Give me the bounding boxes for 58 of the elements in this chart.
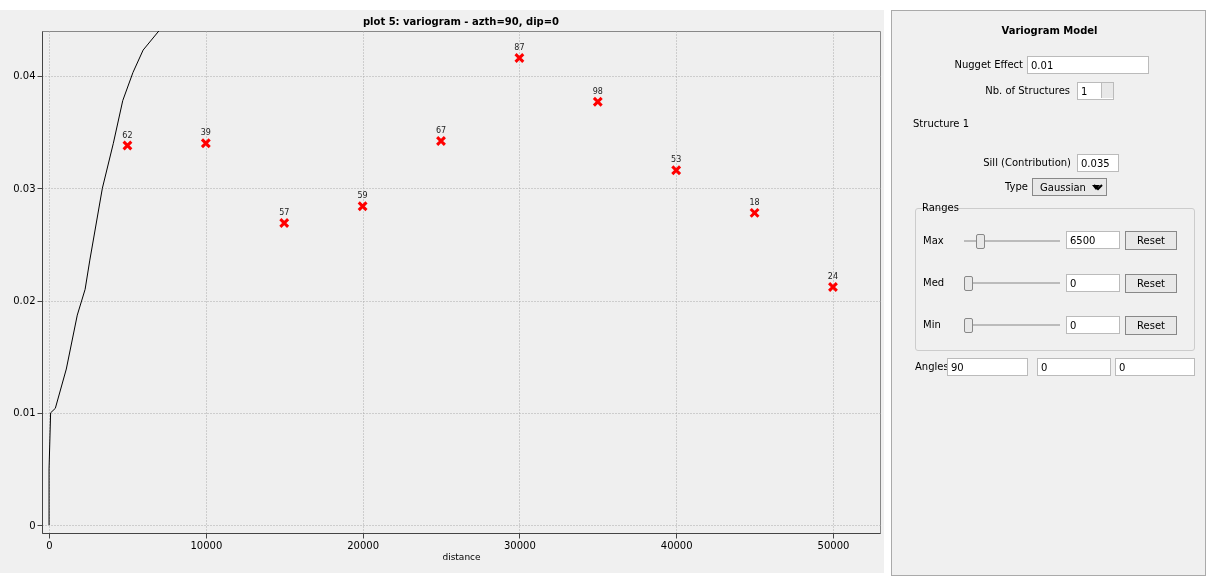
annotation: 24 xyxy=(827,272,839,282)
point xyxy=(435,135,447,147)
annotation: 39 xyxy=(200,128,211,138)
text: Angles xyxy=(915,361,949,372)
text: Sill (Contribution) xyxy=(982,157,1071,168)
point xyxy=(278,217,290,229)
y-tick-label: 0.04 xyxy=(13,70,36,82)
text: 0 xyxy=(1037,358,1111,376)
text: Variogram Model xyxy=(1000,25,1099,36)
text: Gaussian xyxy=(1032,178,1107,196)
text: Nugget Effect xyxy=(953,59,1023,70)
point xyxy=(749,207,760,219)
text: Structure 1 xyxy=(913,118,970,129)
line-series xyxy=(48,31,160,526)
y-tick-label: 0.01 xyxy=(13,407,36,419)
annotation: 87 xyxy=(514,42,525,52)
text: Ranges xyxy=(922,202,959,213)
annotation: 57 xyxy=(279,208,290,218)
text: Med xyxy=(923,277,945,288)
point xyxy=(200,137,212,149)
text: Nb. of Structures xyxy=(984,85,1070,96)
annotation: 53 xyxy=(671,155,682,165)
annotation: 67 xyxy=(435,126,447,136)
point xyxy=(122,140,133,151)
y-tick-label: 0.02 xyxy=(13,295,36,307)
text: Min xyxy=(923,319,941,330)
x-tick-label: 20000 xyxy=(347,539,380,551)
x-tick-label: 40000 xyxy=(660,539,693,551)
annotation: 98 xyxy=(592,86,603,96)
y-tick-label: 0.03 xyxy=(13,182,36,194)
annotation: 18 xyxy=(749,197,760,207)
point xyxy=(357,200,368,212)
x-tick-label: 10000 xyxy=(190,539,223,551)
text: Max xyxy=(923,235,944,246)
x-axis-title: distance xyxy=(442,551,482,562)
text: 0.01 xyxy=(1027,56,1149,74)
chart-title: plot 5: variogram - azth=90, dip=0 xyxy=(362,16,560,27)
text: 0 xyxy=(1066,316,1120,334)
text: 0 xyxy=(1066,274,1120,292)
text: 90 xyxy=(947,358,1028,376)
text: 6500 xyxy=(1066,231,1120,249)
x-tick-label: 30000 xyxy=(504,539,536,551)
text: 1 xyxy=(1077,82,1114,100)
text: Reset xyxy=(1125,274,1177,293)
y-tick-label: 0 xyxy=(29,519,36,531)
annotation: 62 xyxy=(122,130,133,140)
point xyxy=(514,52,525,64)
x-tick-label: 50000 xyxy=(817,539,850,551)
point xyxy=(827,281,839,293)
text: Reset xyxy=(1125,316,1177,335)
text: Type xyxy=(1004,181,1028,192)
point xyxy=(592,96,604,108)
text: 0.035 xyxy=(1077,154,1119,172)
point xyxy=(670,164,682,176)
x-tick-label: 0 xyxy=(46,539,53,551)
text: Reset xyxy=(1125,231,1177,250)
annotation: 59 xyxy=(357,191,368,201)
text: 0 xyxy=(1115,358,1195,376)
